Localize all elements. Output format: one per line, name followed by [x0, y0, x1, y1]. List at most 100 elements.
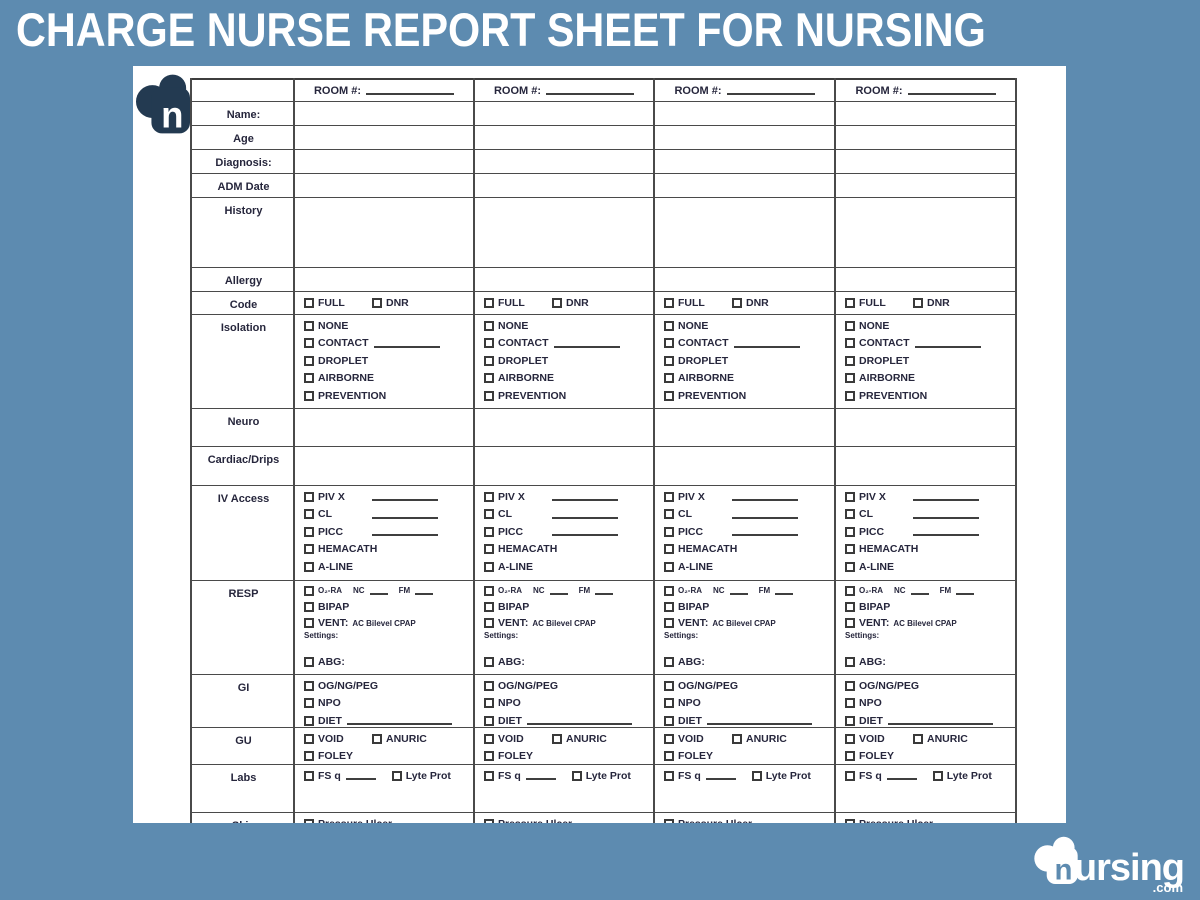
entry-cell[interactable] — [473, 197, 655, 268]
entry-cell[interactable] — [293, 267, 475, 292]
checkbox-pressure-ulcer[interactable] — [484, 818, 494, 823]
checkbox-npo[interactable] — [304, 698, 314, 709]
checkbox-diet[interactable] — [845, 715, 855, 726]
checkbox-bipap[interactable] — [484, 601, 494, 612]
checkbox-foley[interactable] — [484, 751, 494, 762]
checkbox-hemacath[interactable] — [484, 544, 494, 555]
blank-line[interactable] — [552, 527, 618, 537]
checkbox-npo[interactable] — [664, 698, 674, 709]
checkbox-cl[interactable] — [664, 509, 674, 520]
entry-cell[interactable] — [653, 267, 836, 292]
checkbox-contact[interactable] — [484, 338, 494, 349]
blank-line[interactable] — [526, 716, 632, 726]
blank-line[interactable] — [549, 586, 568, 595]
blank-line[interactable] — [913, 527, 979, 537]
checkbox-o-ra[interactable] — [304, 585, 314, 596]
blank-line[interactable] — [910, 586, 929, 595]
entry-cell[interactable] — [293, 101, 475, 126]
room-number-blank[interactable] — [907, 86, 996, 95]
checkbox-airborne[interactable] — [484, 373, 494, 384]
checkbox-lyte-prot[interactable] — [932, 770, 943, 781]
blank-line[interactable] — [732, 527, 798, 537]
checkbox-og-ng-peg[interactable] — [304, 680, 314, 691]
checkbox-dnr[interactable] — [372, 297, 382, 308]
blank-line[interactable] — [595, 586, 614, 595]
room-number-blank[interactable] — [366, 86, 455, 95]
checkbox-og-ng-peg[interactable] — [664, 680, 674, 691]
entry-cell[interactable] — [293, 173, 475, 198]
checkbox-lyte-prot[interactable] — [391, 770, 402, 781]
entry-cell[interactable] — [834, 173, 1017, 198]
checkbox-lyte-prot[interactable] — [751, 770, 762, 781]
checkbox-anuric[interactable] — [552, 733, 562, 744]
checkbox-a-line[interactable] — [664, 561, 674, 572]
blank-line[interactable] — [729, 586, 748, 595]
checkbox-void[interactable] — [664, 733, 674, 744]
blank-line[interactable] — [914, 339, 981, 348]
checkbox-void[interactable] — [845, 733, 855, 744]
checkbox-picc[interactable] — [845, 526, 855, 537]
checkbox-diet[interactable] — [304, 715, 314, 726]
checkbox-prevention[interactable] — [664, 390, 674, 401]
checkbox-abg[interactable] — [484, 657, 494, 668]
checkbox-og-ng-peg[interactable] — [484, 680, 494, 691]
blank-line[interactable] — [733, 339, 800, 348]
entry-cell[interactable] — [834, 446, 1017, 486]
entry-cell[interactable] — [653, 446, 836, 486]
checkbox-void[interactable] — [484, 733, 494, 744]
checkbox-droplet[interactable] — [484, 355, 494, 366]
checkbox-cl[interactable] — [845, 509, 855, 520]
checkbox-cl[interactable] — [304, 509, 314, 520]
checkbox-anuric[interactable] — [732, 733, 742, 744]
entry-cell[interactable] — [834, 197, 1017, 268]
checkbox-dnr[interactable] — [913, 297, 923, 308]
checkbox-npo[interactable] — [845, 698, 855, 709]
checkbox-bipap[interactable] — [845, 601, 855, 612]
entry-cell[interactable] — [653, 149, 836, 174]
entry-cell[interactable] — [834, 408, 1017, 447]
blank-line[interactable] — [525, 771, 556, 781]
checkbox-piv-x[interactable] — [845, 491, 855, 502]
checkbox-full[interactable] — [845, 297, 855, 308]
checkbox-pressure-ulcer[interactable] — [304, 818, 314, 823]
checkbox-picc[interactable] — [664, 526, 674, 537]
blank-line[interactable] — [552, 510, 618, 519]
entry-cell[interactable] — [473, 149, 655, 174]
blank-line[interactable] — [415, 586, 434, 595]
checkbox-contact[interactable] — [664, 338, 674, 349]
checkbox-droplet[interactable] — [664, 355, 674, 366]
entry-cell[interactable] — [473, 173, 655, 198]
blank-line[interactable] — [732, 510, 798, 519]
checkbox-airborne[interactable] — [664, 373, 674, 384]
checkbox-a-line[interactable] — [304, 561, 314, 572]
checkbox-airborne[interactable] — [845, 373, 855, 384]
entry-cell[interactable] — [473, 125, 655, 150]
blank-line[interactable] — [553, 339, 620, 348]
checkbox-airborne[interactable] — [304, 373, 314, 384]
blank-line[interactable] — [345, 771, 376, 781]
room-number-blank[interactable] — [546, 86, 635, 95]
checkbox-dnr[interactable] — [552, 297, 562, 308]
checkbox-abg[interactable] — [664, 657, 674, 668]
entry-cell[interactable] — [293, 408, 475, 447]
checkbox-full[interactable] — [484, 297, 494, 308]
entry-cell[interactable] — [293, 149, 475, 174]
checkbox-prevention[interactable] — [484, 390, 494, 401]
room-number-blank[interactable] — [726, 86, 815, 95]
checkbox-a-line[interactable] — [845, 561, 855, 572]
checkbox-pressure-ulcer[interactable] — [664, 818, 674, 823]
checkbox-full[interactable] — [664, 297, 674, 308]
checkbox-hemacath[interactable] — [845, 544, 855, 555]
checkbox-contact[interactable] — [845, 338, 855, 349]
checkbox-pressure-ulcer[interactable] — [845, 818, 855, 823]
checkbox-void[interactable] — [304, 733, 314, 744]
checkbox-anuric[interactable] — [372, 733, 382, 744]
blank-line[interactable] — [373, 339, 440, 348]
checkbox-diet[interactable] — [484, 715, 494, 726]
checkbox-anuric[interactable] — [913, 733, 923, 744]
checkbox-vent[interactable] — [484, 618, 494, 628]
blank-line[interactable] — [372, 492, 438, 502]
checkbox-vent[interactable] — [664, 618, 674, 628]
blank-line[interactable] — [775, 586, 794, 595]
checkbox-picc[interactable] — [484, 526, 494, 537]
